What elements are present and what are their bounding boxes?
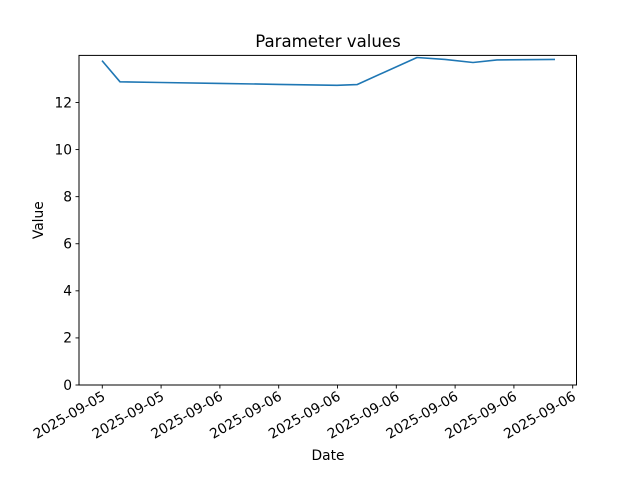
y-tick-label: 6 — [63, 237, 72, 253]
y-tick-label: 10 — [54, 142, 72, 158]
y-tick-label: 2 — [63, 331, 72, 347]
data-line — [101, 56, 556, 87]
x-axis-label: Date — [311, 448, 345, 464]
y-tick-label: 12 — [54, 95, 72, 111]
y-tick-label: 4 — [63, 284, 72, 300]
plot-frame — [78, 54, 577, 386]
chart-title: Parameter values — [255, 32, 401, 51]
y-tick-label: 0 — [63, 378, 72, 394]
y-tick-label: 8 — [63, 189, 72, 205]
y-axis-label: Value — [31, 201, 47, 239]
